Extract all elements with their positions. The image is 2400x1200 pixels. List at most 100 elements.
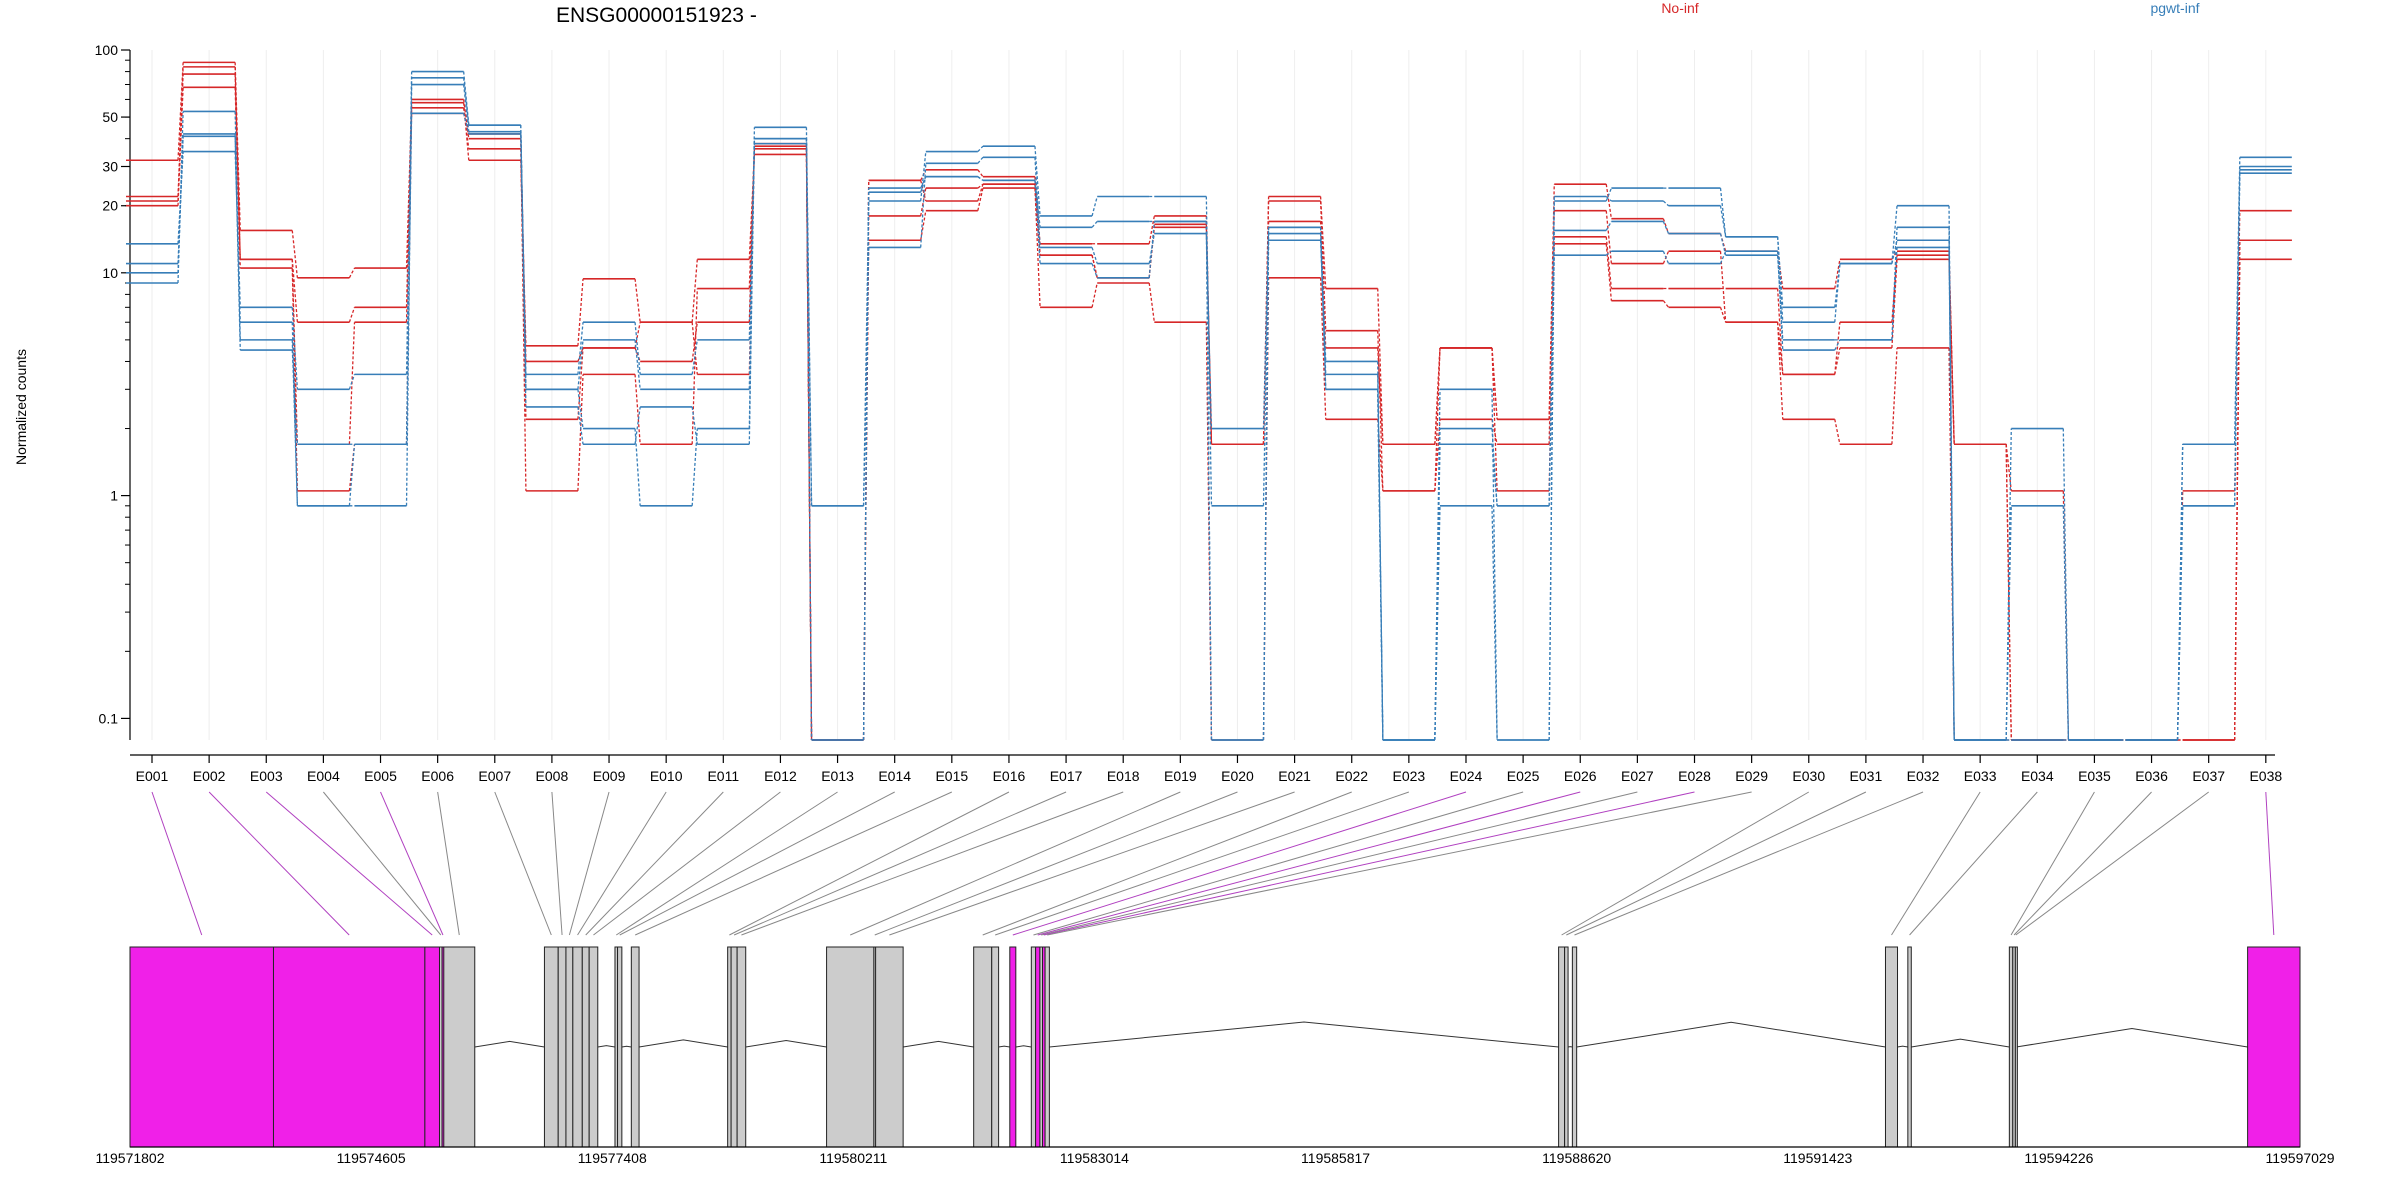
exon-bin	[736, 946, 747, 1148]
data-transition	[691, 322, 698, 375]
data-transition	[2234, 240, 2241, 741]
exon-bin	[1558, 946, 1566, 1148]
data-transition	[1491, 347, 1498, 491]
data-transition	[291, 307, 299, 390]
exon-connector	[729, 791, 1010, 936]
data-transition	[1948, 240, 1955, 741]
data-transition	[348, 267, 356, 279]
exon-connector	[850, 791, 1181, 936]
x-tick-label: E011	[707, 768, 739, 784]
coord-label: 119597029	[2265, 1150, 2334, 1166]
intron-line	[998, 1045, 1010, 1048]
data-transition	[634, 406, 641, 445]
x-tick-label: E027	[1621, 768, 1654, 784]
coord-label: 119583014	[1060, 1150, 1129, 1166]
data-transition	[1434, 347, 1441, 445]
x-tick-label: E034	[2021, 768, 2054, 784]
data-transition	[862, 188, 870, 741]
data-transition	[520, 125, 527, 407]
exon-bin	[1907, 946, 1912, 1148]
x-tick-label: E013	[821, 768, 854, 784]
x-tick-label: E016	[993, 768, 1026, 784]
intron-line	[1911, 1038, 2010, 1048]
x-tick-label: E014	[878, 768, 911, 784]
data-transition	[234, 74, 241, 260]
exon-connector	[1033, 791, 1524, 936]
x-tick-label: E012	[764, 768, 797, 784]
exon-bin	[1030, 946, 1037, 1148]
data-transition	[1605, 210, 1613, 264]
y-tick-label: 100	[95, 42, 119, 58]
exon-connector	[2015, 791, 2209, 936]
intron-line	[1576, 1021, 1886, 1048]
intron-line	[2016, 1027, 2248, 1048]
x-tick-label: E031	[1850, 768, 1883, 784]
exon-bin	[543, 946, 559, 1148]
data-transition	[977, 145, 984, 153]
data-transition	[1719, 233, 1727, 256]
y-axis: 0.1 1 10 20 30 50 100	[95, 42, 131, 740]
data-transition	[463, 113, 470, 135]
data-transition	[291, 259, 299, 445]
data-transition	[977, 169, 984, 178]
data-transition	[977, 176, 984, 181]
data-transition	[634, 322, 641, 349]
series-no-inf	[126, 73, 2292, 741]
exon-bin	[1044, 946, 1050, 1148]
x-tick-label: E024	[1450, 768, 1483, 784]
coord-label: 119594226	[2024, 1150, 2093, 1166]
intron-line	[1897, 1045, 1908, 1048]
x-tick-label: E037	[2192, 768, 2225, 784]
series-no-inf	[126, 86, 2292, 741]
exon-connector	[437, 791, 460, 936]
x-tick-label: E032	[1907, 768, 1940, 784]
data-transition	[1148, 282, 1155, 323]
exon-bin	[2247, 946, 2301, 1148]
data-transition	[1662, 200, 1669, 207]
data-transition	[1834, 322, 1841, 375]
data-transition	[1377, 374, 1384, 741]
data-transition	[1091, 282, 1098, 308]
data-transition	[634, 374, 641, 445]
exon-connector	[982, 791, 1352, 936]
y-tick-label: 10	[102, 265, 118, 281]
data-transition	[1605, 187, 1612, 202]
exon-connector	[634, 791, 953, 936]
data-transition	[1262, 227, 1270, 429]
data-transition	[1776, 236, 1784, 323]
data-transition	[1891, 347, 1898, 445]
legend-no-inf: No-inf	[1661, 0, 1698, 16]
data-transition	[1319, 240, 1327, 375]
data-transition	[1491, 428, 1498, 506]
y-tick-label: 0.1	[99, 710, 119, 726]
exon-bin	[129, 946, 274, 1148]
exon-connector	[889, 791, 1295, 936]
x-tick-label: E022	[1335, 768, 1368, 784]
data-transition	[1776, 322, 1784, 420]
x-tick-label: E029	[1735, 768, 1768, 784]
data-transition	[177, 111, 184, 284]
x-tick-label: E020	[1221, 768, 1254, 784]
exon-connector	[208, 791, 350, 936]
x-tick-label: E021	[1278, 768, 1311, 784]
data-transition	[1377, 347, 1384, 445]
intron-line	[1049, 1021, 1559, 1048]
exon-bin	[630, 946, 640, 1148]
data-transition	[1776, 322, 1784, 375]
data-transition	[1834, 259, 1841, 289]
data-transition	[1319, 277, 1327, 420]
data-transition	[1719, 233, 1727, 252]
series-pgwt-inf	[126, 83, 2292, 741]
exon-bin	[727, 946, 732, 1148]
exon-bin	[826, 946, 875, 1148]
data-transition	[691, 406, 698, 445]
y-tick-label: 20	[102, 198, 118, 214]
data-transition	[1377, 288, 1384, 445]
exon-bin	[2008, 946, 2014, 1148]
y-tick-label: 50	[102, 109, 118, 125]
y-tick-label: 1	[110, 488, 118, 504]
exon-connector	[585, 791, 724, 936]
x-tick-label: E026	[1564, 768, 1597, 784]
exon-connector	[151, 791, 203, 936]
